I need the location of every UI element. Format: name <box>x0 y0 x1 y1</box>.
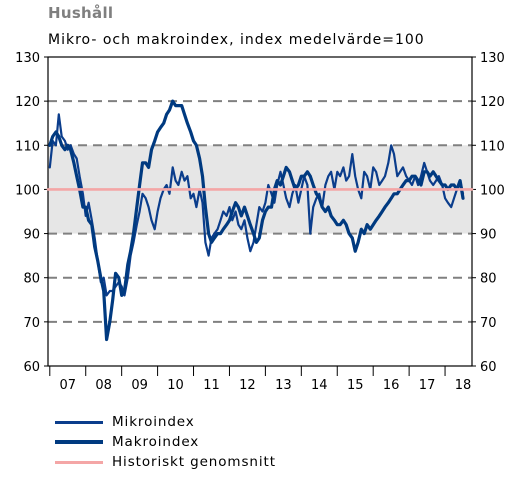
x-tick-label-15: 15 <box>347 378 364 393</box>
y-tick-label-left: 80 <box>23 272 40 287</box>
x-tick-label-16: 16 <box>383 378 400 393</box>
y-tick-label-right: 110 <box>480 139 505 154</box>
y-tick-label-right: 60 <box>480 360 497 375</box>
plot-frame <box>47 56 473 367</box>
y-tick-label-right: 120 <box>480 95 505 110</box>
x-tick-label-12: 12 <box>239 378 256 393</box>
y-tick-label-right: 100 <box>480 183 505 198</box>
legend-label-makroindex: Makroindex <box>112 434 200 450</box>
y-tick-label-left: 70 <box>23 316 40 331</box>
y-tick-label-left: 130 <box>15 51 40 66</box>
legend-swatch-mikroindex <box>55 421 103 424</box>
x-tick-label-18: 18 <box>455 378 472 393</box>
y-tick-label-left: 90 <box>23 228 40 243</box>
x-tick-label-09: 09 <box>131 378 148 393</box>
x-tick-label-10: 10 <box>167 378 184 393</box>
y-tick-label-right: 90 <box>480 228 497 243</box>
x-tick-label-17: 17 <box>419 378 436 393</box>
x-tick-label-14: 14 <box>311 378 328 393</box>
y-tick-label-right: 70 <box>480 316 497 331</box>
legend-swatch-historiskt-genomsnitt <box>55 461 103 464</box>
y-tick-label-left: 100 <box>15 183 40 198</box>
legend-swatch-makroindex <box>55 440 103 444</box>
series-line-makroindex <box>48 99 465 342</box>
chart-title: Hushåll <box>48 4 114 22</box>
chart-subtitle: Mikro- och makroindex, index medelvärde=… <box>48 32 425 48</box>
x-tick-label-08: 08 <box>95 378 112 393</box>
y-tick-label-left: 110 <box>15 139 40 154</box>
legend-label-mikroindex: Mikroindex <box>112 414 195 430</box>
y-tick-label-right: 80 <box>480 272 497 287</box>
x-tick-label-13: 13 <box>275 378 292 393</box>
x-tick-label-11: 11 <box>203 378 220 393</box>
y-tick-label-right: 130 <box>480 51 505 66</box>
y-tick-label-left: 60 <box>23 360 40 375</box>
y-tick-label-left: 120 <box>15 95 40 110</box>
x-tick-label-07: 07 <box>59 378 76 393</box>
legend-label-historiskt-genomsnitt: Historiskt genomsnitt <box>112 454 276 470</box>
